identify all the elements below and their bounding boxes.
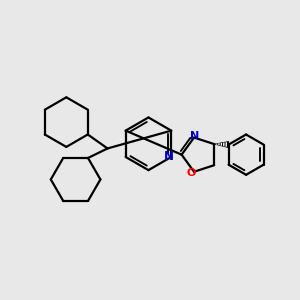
Polygon shape	[214, 142, 229, 148]
Text: O: O	[187, 168, 196, 178]
Text: N: N	[164, 151, 174, 164]
Text: N: N	[190, 131, 199, 141]
